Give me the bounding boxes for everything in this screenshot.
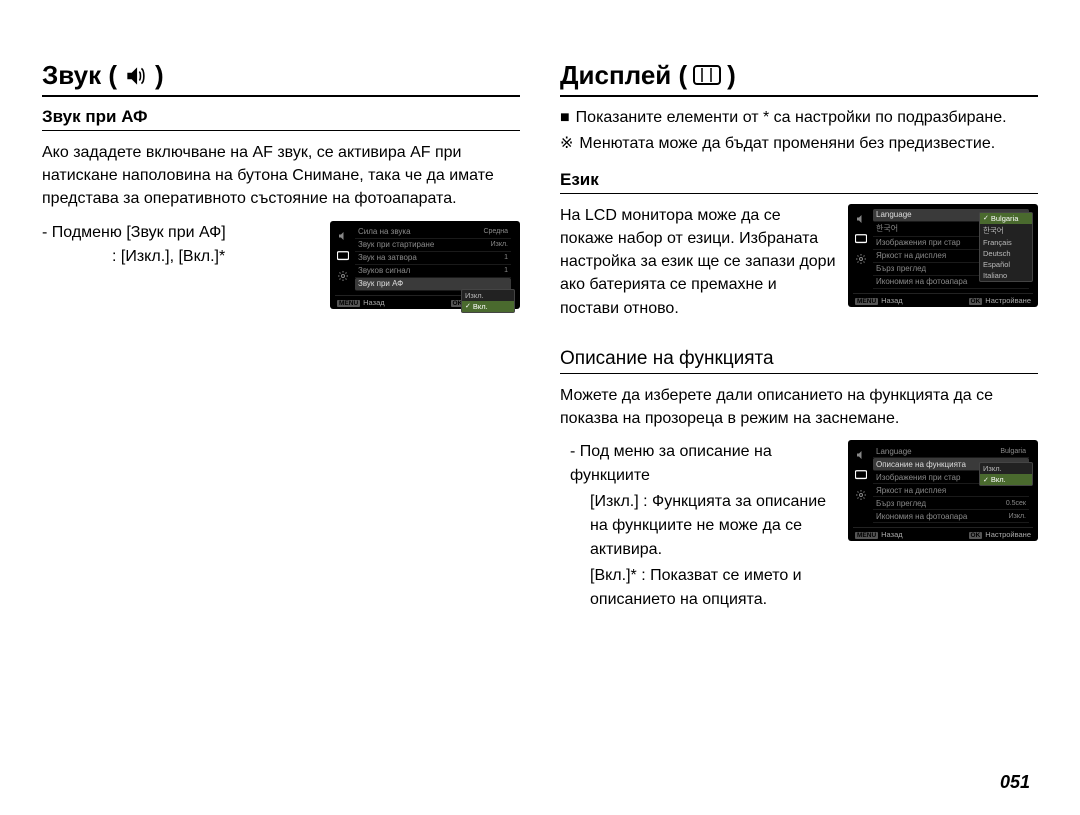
speaker-icon (123, 63, 149, 89)
func-off-label: [Изкл.] : (590, 493, 648, 510)
lcd-menu-item: Икономия на фотоапараИзкл. (873, 510, 1029, 523)
lcd-menu-item: LanguageBulgaria (873, 445, 1029, 458)
submenu-values: : [Изкл.], [Вкл.]* (42, 245, 318, 269)
reference-mark-icon: ※ (560, 133, 573, 155)
lcd-display-tab-icon (336, 249, 350, 263)
lcd-menu-item: Звук при стартиранеИзкл. (355, 239, 511, 252)
lcd-sound-tab-icon (854, 448, 868, 462)
lcd-menu-item: Бърз преглед0.5сек (873, 497, 1029, 510)
note-default-settings: ■ Показаните елементи от * са настройки … (560, 107, 1038, 129)
lcd-settings-tab-icon (854, 252, 868, 266)
lcd-option-item: ✓Вкл. (980, 474, 1032, 485)
title-text-prefix: Дисплей ( (560, 60, 687, 91)
lcd-option-item: Italiano (980, 270, 1032, 281)
lcd-settings-tab-icon (854, 488, 868, 502)
lcd-settings-tab-icon (336, 269, 350, 283)
af-sound-subtitle: Звук при АФ (42, 107, 520, 131)
title-text-prefix: Звук ( (42, 60, 117, 91)
lcd-option-popup: Изкл.✓Вкл. (979, 462, 1033, 486)
lcd-option-popup: Изкл.✓Вкл. (461, 289, 515, 313)
page-number: 051 (1000, 772, 1030, 793)
lcd-sound-tab-icon (336, 229, 350, 243)
lcd-menu-item: Яркост на дисплея (873, 484, 1029, 497)
function-desc-paragraph: Можете да изберете дали описанието на фу… (560, 384, 1038, 430)
lcd-display-tab-icon (854, 232, 868, 246)
title-text-suffix: ) (727, 60, 736, 91)
af-sound-paragraph: Ако зададете включване на AF звук, се ак… (42, 141, 520, 211)
lcd-menu-item: Звуков сигнал1 (355, 265, 511, 278)
title-text-suffix: ) (155, 60, 164, 91)
function-desc-options: - Под меню за описание на функциите [Изк… (560, 440, 838, 614)
square-bullet-icon: ■ (560, 107, 570, 129)
language-subtitle: Език (560, 170, 1038, 194)
lcd-menu-item: Сила на звукаСредна (355, 226, 511, 239)
display-icon (693, 65, 721, 87)
lcd-footer: MENUНазадOKНастройване (853, 293, 1033, 305)
lcd-screenshot-function: LanguageBulgariaОписание на функциятаИзо… (848, 440, 1038, 541)
submenu-label: - Подменю [Звук при АФ] (42, 221, 318, 245)
left-column: Звук ( ) Звук при АФ Ако зададете включв… (42, 60, 520, 614)
lcd-option-item: Français (980, 237, 1032, 248)
func-on-label: [Вкл.]* : (590, 567, 646, 584)
lcd-display-tab-icon (854, 468, 868, 482)
function-desc-subtitle: Описание на функцията (560, 348, 1038, 374)
submenu-text-block: - Подменю [Звук при АФ] : [Изкл.], [Вкл.… (42, 221, 318, 269)
lcd-sound-tab-icon (854, 212, 868, 226)
func-submenu-label: - Под меню за описание на функциите (560, 440, 838, 488)
lcd-option-item: 한국어 (980, 224, 1032, 237)
language-paragraph: На LCD монитора може да се покаже набор … (560, 204, 838, 320)
sound-section-title: Звук ( ) (42, 60, 520, 97)
lcd-screenshot-language: Language한국어Изображения при старЯркост на… (848, 204, 1038, 307)
lcd-option-item: Изкл. (980, 463, 1032, 474)
note-text: Показаните елементи от * са настройки по… (576, 107, 1007, 129)
note-menu-change: ※ Менютата може да бъдат променяни без п… (560, 133, 1038, 155)
lcd-footer: MENUНазадOKНастройване (853, 527, 1033, 539)
right-column: Дисплей ( ) ■ Показаните елементи от * с… (560, 60, 1038, 614)
lcd-option-item: ✓Bulgaria (980, 213, 1032, 224)
note-text: Менютата може да бъдат променяни без пре… (579, 133, 995, 155)
lcd-option-popup: ✓Bulgaria한국어FrançaisDeutschEspañolItalia… (979, 212, 1033, 282)
lcd-option-item: Изкл. (462, 290, 514, 301)
display-section-title: Дисплей ( ) (560, 60, 1038, 97)
lcd-screenshot-sound: Сила на звукаСреднаЗвук при стартиранеИз… (330, 221, 520, 309)
lcd-option-item: Español (980, 259, 1032, 270)
lcd-option-item: ✓Вкл. (462, 301, 514, 312)
lcd-option-item: Deutsch (980, 248, 1032, 259)
lcd-menu-item: Звук на затвора1 (355, 252, 511, 265)
